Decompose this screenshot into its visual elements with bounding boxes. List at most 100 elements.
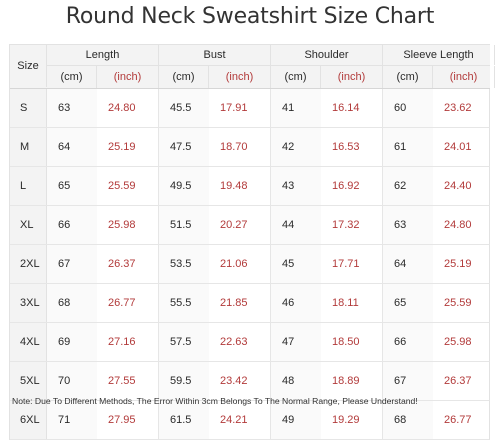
inch-value-cell: 21.06 xyxy=(209,245,271,283)
inch-value-cell: 25.19 xyxy=(444,258,472,270)
cm-value-cell: 69 xyxy=(47,323,97,361)
group-header-shoulder: Shoulder xyxy=(271,45,383,65)
size-label: M xyxy=(10,128,47,166)
cm-value-cell: 55.5 xyxy=(159,284,209,322)
inch-value-cell: 19.29 xyxy=(321,401,383,439)
table-row: S 63 24.80 45.5 17.91 41 16.14 60 23.62 xyxy=(10,89,490,128)
inch-value-cell: 16.92 xyxy=(321,167,383,205)
unit-header-row: (cm) (inch) (cm) (inch) (cm) (inch) (cm)… xyxy=(10,65,495,89)
inch-value-cell: 20.27 xyxy=(209,206,271,244)
cm-value-cell: 42 xyxy=(271,128,321,166)
inch-value-cell: 16.14 xyxy=(321,89,383,127)
size-label: 2XL xyxy=(10,245,47,283)
inch-value-cell: 25.19 xyxy=(97,128,159,166)
cm-value-cell: 48 xyxy=(271,362,321,400)
inch-value-cell: 27.55 xyxy=(97,362,159,400)
unit-header-cm: (cm) xyxy=(47,66,97,88)
group-header-length: Length xyxy=(47,45,159,65)
size-column-header: Size xyxy=(10,45,47,87)
cm-value-cell: 46 xyxy=(271,284,321,322)
size-chart-page: Round Neck Sweatshirt Size Chart Size Le… xyxy=(9,4,495,440)
inch-value-cell: 26.77 xyxy=(97,284,159,322)
unit-header-cm: (cm) xyxy=(271,66,321,88)
inch-value-cell: 27.16 xyxy=(97,323,159,361)
group-header-row: Length Bust Shoulder Sleeve Length xyxy=(10,44,495,65)
inch-value-cell: 19.48 xyxy=(209,167,271,205)
inch-value-cell: 23.62 xyxy=(444,102,472,114)
inch-value-cell: 17.71 xyxy=(321,245,383,283)
inch-value-cell: 27.95 xyxy=(97,401,159,439)
inch-value-cell: 25.59 xyxy=(444,297,472,309)
table-body: S 63 24.80 45.5 17.91 41 16.14 60 23.62 M 64 25.19 4… xyxy=(10,89,490,440)
cm-value-cell: 45 xyxy=(271,245,321,283)
group-header-sleeve-length: Sleeve Length xyxy=(383,45,495,65)
footer-note: Note: Due To Different Methods, The Erro… xyxy=(12,396,418,406)
inch-value-cell: 25.98 xyxy=(97,206,159,244)
unit-header-inch: (inch) xyxy=(433,66,495,88)
table-row: L 65 25.59 49.5 19.48 43 16.92 62 24.40 xyxy=(10,167,490,206)
cm-value-cell: 61 xyxy=(383,128,433,166)
cm-value-cell: 45.5 xyxy=(159,89,209,127)
inch-value-cell: 17.91 xyxy=(209,89,271,127)
cm-value-cell: 61.5 xyxy=(159,401,209,439)
inch-value-cell: 16.53 xyxy=(321,128,383,166)
cm-value-cell: 57.5 xyxy=(159,323,209,361)
cm-value-cell: 67 xyxy=(47,245,97,283)
inch-value-cell: 22.63 xyxy=(209,323,271,361)
group-header-bust: Bust xyxy=(159,45,271,65)
table-row: 6XL 71 27.95 61.5 24.21 49 19.29 68 26.77 xyxy=(10,401,490,440)
cm-value-cell: 47.5 xyxy=(159,128,209,166)
size-table: Size Length Bust Shoulder Sleeve Length … xyxy=(9,44,495,440)
chart-title: Round Neck Sweatshirt Size Chart xyxy=(65,4,435,29)
cm-value-cell: 62 xyxy=(383,167,433,205)
table-row: M 64 25.19 47.5 18.70 42 16.53 61 24.01 xyxy=(10,128,490,167)
cm-value-cell: 65 xyxy=(47,167,97,205)
inch-value-cell: 23.42 xyxy=(209,362,271,400)
cm-value-cell: 67 xyxy=(383,362,433,400)
cm-value-cell: 60 xyxy=(383,89,433,127)
cm-value-cell: 44 xyxy=(271,206,321,244)
cm-value-cell: 68 xyxy=(47,284,97,322)
cm-value-cell: 47 xyxy=(271,323,321,361)
cm-value-cell: 43 xyxy=(271,167,321,205)
cm-value-cell: 70 xyxy=(47,362,97,400)
table-row: 5XL 70 27.55 59.5 23.42 48 18.89 67 26.37 xyxy=(10,362,490,401)
table-row: 2XL 67 26.37 53.5 21.06 45 17.71 64 25.19 xyxy=(10,245,490,284)
size-label: S xyxy=(10,89,47,127)
cm-value-cell: 65 xyxy=(383,284,433,322)
size-label: 5XL xyxy=(10,362,47,400)
inch-value-cell: 18.11 xyxy=(321,284,383,322)
cm-value-cell: 49.5 xyxy=(159,167,209,205)
size-label: 4XL xyxy=(10,323,47,361)
cm-value-cell: 63 xyxy=(47,89,97,127)
size-label: XL xyxy=(10,206,47,244)
inch-value-cell: 21.85 xyxy=(209,284,271,322)
unit-header-inch: (inch) xyxy=(209,66,271,88)
table-row: 4XL 69 27.16 57.5 22.63 47 18.50 66 25.98 xyxy=(10,323,490,362)
inch-value-cell: 18.89 xyxy=(321,362,383,400)
inch-value-cell: 17.32 xyxy=(321,206,383,244)
cm-value-cell: 66 xyxy=(47,206,97,244)
cm-value-cell: 64 xyxy=(47,128,97,166)
cm-value-cell: 49 xyxy=(271,401,321,439)
cm-value-cell: 41 xyxy=(271,89,321,127)
unit-header-cm: (cm) xyxy=(159,66,209,88)
table-row: 3XL 68 26.77 55.5 21.85 46 18.11 65 25.59 xyxy=(10,284,490,323)
cm-value-cell: 63 xyxy=(383,206,433,244)
cm-value-cell: 59.5 xyxy=(159,362,209,400)
unit-header-cm: (cm) xyxy=(383,66,433,88)
inch-value-cell: 18.70 xyxy=(209,128,271,166)
cm-value-cell: 53.5 xyxy=(159,245,209,283)
size-label: 3XL xyxy=(10,284,47,322)
cm-value-cell: 51.5 xyxy=(159,206,209,244)
cm-value-cell: 68 xyxy=(383,401,433,439)
cm-value-cell: 66 xyxy=(383,323,433,361)
size-label: 6XL xyxy=(10,401,47,439)
size-label: L xyxy=(10,167,47,205)
inch-value-cell: 26.37 xyxy=(97,245,159,283)
unit-header-inch: (inch) xyxy=(321,66,383,88)
inch-value-cell: 24.01 xyxy=(444,141,472,153)
inch-value-cell: 26.77 xyxy=(444,414,472,426)
inch-value-cell: 24.80 xyxy=(444,219,472,231)
inch-value-cell: 24.21 xyxy=(209,401,271,439)
